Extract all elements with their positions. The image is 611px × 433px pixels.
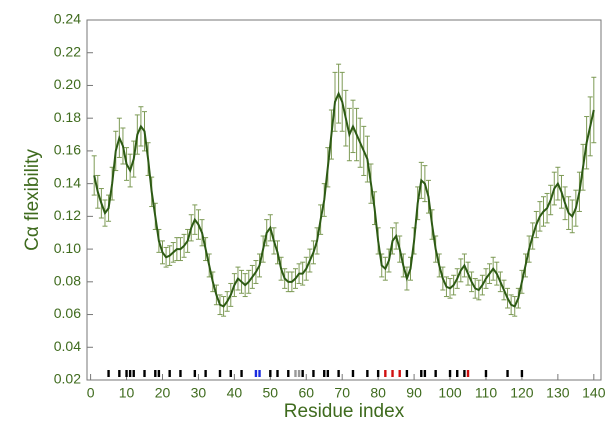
x-tick-label: 60 (298, 385, 314, 401)
y-tick-label: 0.08 (54, 273, 81, 289)
residue-mark (118, 370, 121, 377)
y-tick-label: 0.18 (54, 109, 81, 125)
residue-mark (168, 370, 171, 377)
x-tick-label: 40 (227, 385, 243, 401)
y-tick-label: 0.14 (54, 174, 81, 190)
residue-mark (276, 370, 279, 377)
residue-mark (107, 370, 110, 377)
residue-mark (323, 370, 326, 377)
residue-mark (405, 370, 409, 377)
residue-mark (128, 370, 132, 377)
x-tick-label: 50 (263, 385, 279, 401)
residue-mark (337, 370, 340, 377)
y-axis-label: Cα flexibility (22, 149, 43, 251)
residue-mark (326, 370, 330, 377)
residue-mark (384, 370, 387, 377)
x-tick-label: 10 (119, 385, 135, 401)
residue-mark (193, 370, 197, 377)
residue-mark (506, 370, 509, 377)
x-tick-label: 100 (438, 385, 462, 401)
y-tick-label: 0.16 (54, 142, 81, 158)
residue-mark (297, 370, 301, 377)
y-tick-label: 0.24 (54, 11, 81, 27)
residue-mark (420, 370, 423, 377)
y-tick-label: 0.06 (54, 305, 81, 321)
residue-mark (240, 370, 243, 377)
residue-mark (287, 370, 290, 377)
residue-mark (366, 370, 369, 377)
residue-mark (466, 370, 470, 377)
residue-mark (218, 370, 222, 377)
residue-mark (398, 370, 401, 377)
x-tick-label: 130 (546, 385, 570, 401)
residue-mark (125, 370, 128, 377)
x-tick-label: 140 (582, 385, 606, 401)
y-tick-label: 0.20 (54, 76, 81, 92)
residue-mark (456, 370, 459, 377)
residue-mark (179, 370, 182, 377)
residue-mark (423, 370, 427, 377)
residue-mark (301, 370, 304, 377)
residue-mark (448, 370, 452, 377)
residue-mark (229, 370, 232, 377)
y-tick-label: 0.04 (54, 338, 81, 354)
residue-mark (143, 370, 146, 377)
y-tick-label: 0.12 (54, 207, 81, 223)
residue-mark (258, 370, 261, 377)
residue-mark (312, 370, 315, 377)
residue-mark (351, 370, 355, 377)
residue-mark (520, 370, 524, 377)
x-tick-label: 20 (155, 385, 171, 401)
residue-mark (376, 370, 380, 377)
residue-mark (463, 370, 466, 377)
x-axis-label: Residue index (284, 401, 405, 422)
y-tick-label: 0.02 (54, 371, 81, 387)
residue-mark (484, 370, 488, 377)
plot-frame (86, 19, 602, 381)
x-tick-label: 110 (475, 385, 498, 401)
residue-mark (154, 370, 157, 377)
data-line (93, 91, 595, 308)
residue-mark (434, 370, 437, 377)
residue-mark (132, 370, 135, 377)
residue-mark (204, 370, 207, 377)
x-tick-label: 30 (191, 385, 207, 401)
y-tick-label: 0.10 (54, 240, 81, 256)
residue-mark (254, 370, 258, 377)
x-tick-label: 120 (510, 385, 534, 401)
y-tick-label: 0.22 (54, 43, 81, 59)
residue-mark (294, 370, 297, 377)
x-tick-label: 80 (370, 385, 386, 401)
x-tick-label: 70 (334, 385, 350, 401)
x-tick-label: 90 (406, 385, 422, 401)
residue-mark (269, 370, 272, 377)
x-tick-label: 0 (87, 385, 95, 401)
residue-mark (391, 370, 394, 377)
residue-mark (157, 370, 161, 377)
